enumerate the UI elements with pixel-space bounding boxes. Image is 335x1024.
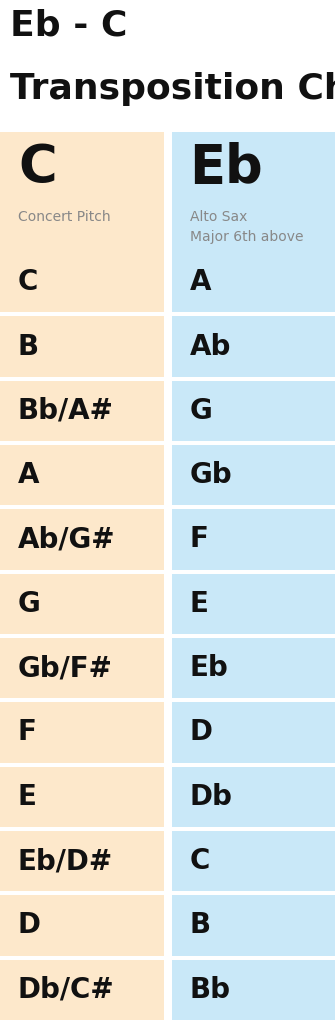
Bar: [0, 509, 163, 569]
Text: D: D: [18, 911, 41, 939]
Bar: [0, 381, 163, 441]
Text: Ab: Ab: [190, 333, 231, 360]
Bar: [0, 831, 163, 891]
Text: G: G: [190, 397, 212, 425]
Bar: [172, 509, 335, 569]
Text: E: E: [18, 782, 37, 811]
Text: Gb/F#: Gb/F#: [18, 654, 113, 682]
Text: C: C: [18, 142, 57, 194]
Text: F: F: [18, 719, 37, 746]
Text: Concert Pitch: Concert Pitch: [18, 210, 111, 224]
Bar: [172, 573, 335, 634]
Text: F: F: [190, 525, 208, 554]
Bar: [0, 895, 163, 955]
Text: C: C: [190, 847, 210, 876]
Text: A: A: [190, 268, 211, 296]
Text: C: C: [18, 268, 39, 296]
Bar: [0, 959, 163, 1020]
Text: Gb: Gb: [190, 461, 232, 489]
Bar: [172, 316, 335, 377]
Bar: [172, 895, 335, 955]
Text: B: B: [18, 333, 39, 360]
Bar: [0, 132, 163, 252]
Bar: [172, 638, 335, 698]
Bar: [0, 702, 163, 763]
Text: B: B: [190, 911, 211, 939]
Bar: [0, 445, 163, 505]
Bar: [0, 252, 163, 312]
Bar: [172, 445, 335, 505]
Text: Bb/A#: Bb/A#: [18, 397, 114, 425]
Text: A: A: [18, 461, 40, 489]
Text: Db/C#: Db/C#: [18, 976, 115, 1004]
Text: Eb - C: Eb - C: [10, 8, 127, 42]
Text: D: D: [190, 719, 212, 746]
Bar: [172, 381, 335, 441]
Text: Db: Db: [190, 782, 232, 811]
Bar: [172, 702, 335, 763]
Text: Transposition Chart: Transposition Chart: [10, 72, 335, 106]
Bar: [172, 252, 335, 312]
Text: Eb: Eb: [190, 142, 263, 194]
Bar: [172, 959, 335, 1020]
Text: Bb: Bb: [190, 976, 230, 1004]
Bar: [0, 316, 163, 377]
Text: E: E: [190, 590, 208, 617]
Bar: [172, 831, 335, 891]
Bar: [172, 132, 335, 252]
Bar: [0, 573, 163, 634]
Text: Eb: Eb: [190, 654, 228, 682]
Bar: [0, 638, 163, 698]
Text: G: G: [18, 590, 41, 617]
Bar: [172, 767, 335, 827]
Text: Ab/G#: Ab/G#: [18, 525, 116, 554]
Bar: [0, 767, 163, 827]
Text: Eb/D#: Eb/D#: [18, 847, 113, 876]
Text: Alto Sax
Major 6th above: Alto Sax Major 6th above: [190, 210, 303, 244]
